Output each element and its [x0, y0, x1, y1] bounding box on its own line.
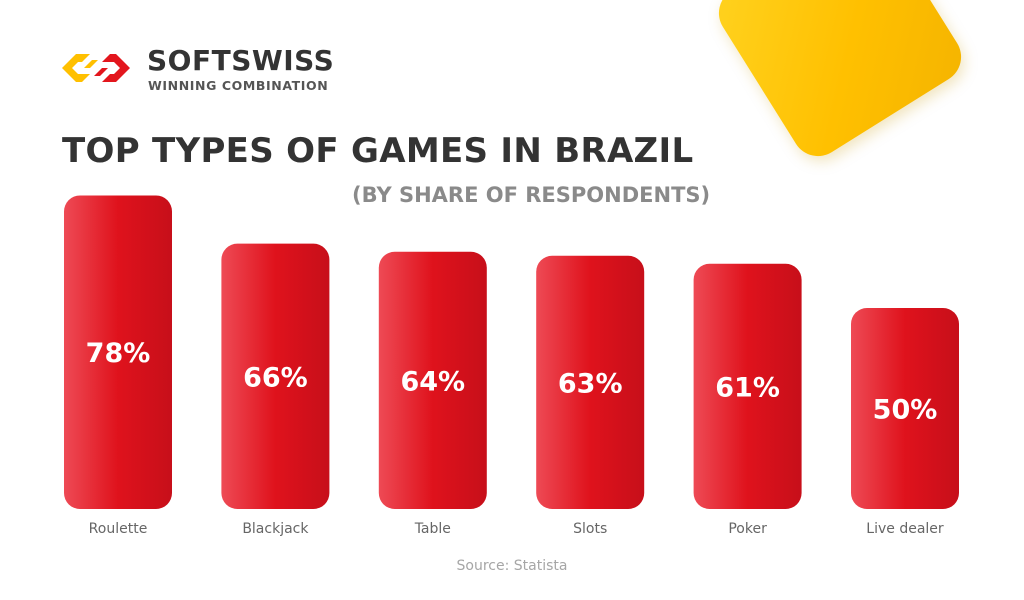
category-label: Blackjack: [242, 521, 309, 537]
softswiss-logo-icon: [62, 54, 130, 82]
category-label: Live dealer: [866, 521, 944, 537]
bar-table: [378, 251, 487, 509]
category-label: Table: [414, 521, 451, 537]
bar-value-label: 50%: [873, 395, 938, 426]
bar-live-dealer: [851, 308, 959, 509]
bar-value-label: 78%: [86, 338, 151, 369]
brand-name: SOFTSWISS: [147, 44, 335, 77]
category-label: Roulette: [89, 521, 148, 537]
bar-slots: [536, 255, 645, 509]
bar-value-label: 61%: [715, 372, 780, 403]
chart-subtitle: (BY SHARE OF RESPONDENTS): [352, 183, 711, 207]
bar-roulette: [64, 195, 172, 509]
bar-value-label: 64%: [400, 366, 465, 397]
bar-value-label: 66%: [243, 362, 308, 393]
bar-poker: [693, 263, 802, 509]
category-label: Slots: [573, 521, 607, 537]
bar-blackjack: [221, 243, 330, 509]
bar-value-label: 63%: [558, 368, 623, 399]
brand-tagline: WINNING COMBINATION: [148, 78, 329, 93]
category-label: Poker: [728, 521, 767, 537]
source-note: Source: Statista: [456, 558, 568, 574]
chart-title: TOP TYPES OF GAMES IN BRAZIL: [62, 131, 694, 171]
